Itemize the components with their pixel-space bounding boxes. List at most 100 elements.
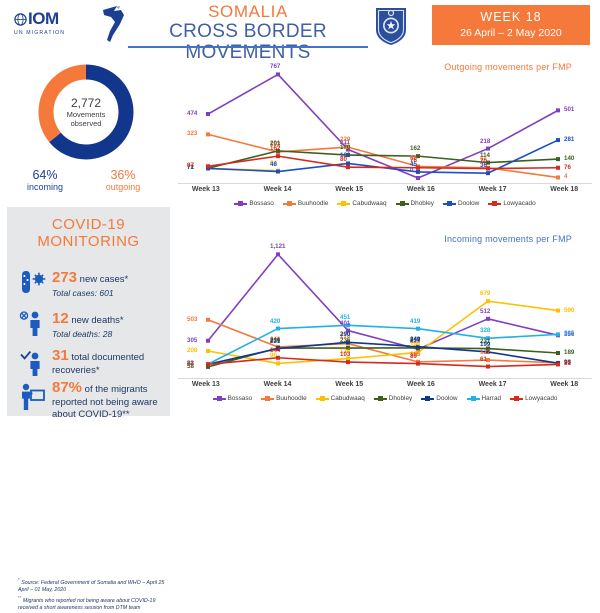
data-point	[556, 332, 560, 336]
legend-marker	[425, 396, 430, 401]
iom-subtitle: UN MIGRATION	[14, 30, 96, 36]
series-line	[208, 134, 278, 152]
legend-swatch	[488, 203, 501, 205]
legend-marker	[341, 201, 346, 206]
new-cases-unit: new cases*	[77, 274, 128, 285]
legend-label: Buuhoodle	[298, 200, 329, 207]
series-line	[348, 167, 418, 168]
data-label: 451	[340, 314, 350, 321]
donut-caption-2: observed	[71, 119, 102, 128]
title-divider	[128, 46, 368, 48]
donut-total: 2,772	[71, 97, 101, 110]
legend-swatch	[283, 203, 296, 205]
outgoing-plot-svg	[170, 52, 600, 222]
legend-label: Harrad	[482, 395, 502, 402]
test-tube-virus-icon	[16, 269, 50, 301]
data-point	[276, 72, 280, 76]
data-label: 80	[340, 156, 347, 163]
covid-stat-text: 12 new deaths* Total deaths: 28	[50, 310, 124, 340]
legend-swatch	[443, 203, 456, 205]
x-axis-tick-label: Week 15	[313, 186, 385, 193]
data-label: 501	[564, 106, 574, 113]
x-axis-tick-label: Week 15	[313, 381, 385, 388]
data-label: 162	[270, 145, 280, 152]
legend-item[interactable]: Lowyacado	[488, 200, 535, 207]
series-line	[488, 168, 558, 178]
legend-label: Dhobley	[411, 200, 434, 207]
series-line	[488, 334, 558, 338]
new-deaths-number: 12	[52, 310, 69, 327]
incoming-label: incoming	[14, 182, 76, 193]
legend-item[interactable]: Lowyacado	[510, 395, 557, 402]
movements-donut-chart: 2,772 Movements observed	[34, 60, 138, 164]
x-axis-tick-label: Week 14	[242, 381, 314, 388]
legend-item[interactable]: Cabudwaaq	[337, 200, 386, 207]
legend-marker	[471, 396, 476, 401]
data-point	[206, 318, 210, 322]
data-label: 82	[187, 360, 194, 367]
legend-item[interactable]: Cabudwaaq	[316, 395, 365, 402]
iom-logo-text: IOM	[14, 10, 96, 29]
legend-item[interactable]: Harrad	[467, 395, 502, 402]
legend-marker	[514, 396, 519, 401]
covid-footnotes: * Source: Federal Government of Somalia …	[18, 576, 174, 613]
outgoing-legend: Bossaso Buuhoodle Cabudwaaq Dhobley Doolow Lo…	[170, 200, 600, 207]
incoming-percent: 64%	[14, 168, 76, 182]
legend-item[interactable]: Dhobley	[374, 395, 412, 402]
series-line	[418, 301, 488, 352]
donut-center-label: 2,772 Movements observed	[34, 60, 138, 164]
data-label: 70	[480, 158, 487, 165]
incoming-stat: 64% incoming	[14, 168, 76, 193]
series-line	[488, 319, 558, 336]
data-point	[276, 154, 280, 158]
data-label: 208	[187, 347, 197, 354]
legend-marker	[265, 396, 270, 401]
legend-label: Buuhoodle	[276, 395, 307, 402]
awareness-number: 87%	[52, 379, 82, 396]
x-axis-tick-label: Week 16	[385, 381, 457, 388]
data-point	[206, 112, 210, 116]
data-label: 4	[564, 173, 567, 180]
series-line	[278, 151, 348, 155]
data-label: 590	[564, 307, 574, 314]
covid-title-line1: COVID-19	[7, 216, 170, 233]
recoveries-number: 31	[52, 347, 69, 364]
incoming-legend: Bossaso Buuhoodle Cabudwaaq Dhobley Doolow Ha…	[170, 395, 600, 402]
data-label: 162	[410, 145, 420, 152]
series-line	[418, 360, 488, 362]
person-check-icon	[16, 350, 50, 382]
series-line	[418, 329, 488, 339]
legend-item[interactable]: Doolow	[421, 395, 457, 402]
x-axis-tick-label: Week 18	[528, 186, 600, 193]
outgoing-percent: 36%	[92, 168, 154, 182]
new-deaths-unit: new deaths*	[69, 315, 124, 326]
covid-title-line2: MONITORING	[7, 233, 170, 250]
legend-item[interactable]: Bossaso	[234, 200, 274, 207]
data-point	[416, 362, 420, 366]
data-label: 103	[340, 351, 350, 358]
outgoing-label: outgoing	[92, 182, 154, 193]
legend-label: Dhobley	[389, 395, 412, 402]
data-point	[276, 361, 280, 365]
legend-item[interactable]: Bossaso	[213, 395, 253, 402]
legend-item[interactable]: Doolow	[443, 200, 479, 207]
legend-label: Bossaso	[249, 200, 274, 207]
series-line	[208, 151, 278, 168]
legend-item[interactable]: Dhobley	[396, 200, 434, 207]
data-point	[556, 351, 560, 355]
data-label: 48	[270, 161, 277, 168]
data-point	[346, 360, 350, 364]
legend-label: Lowyacado	[503, 200, 535, 207]
data-label: 420	[270, 318, 280, 325]
legend-item[interactable]: Buuhoodle	[283, 200, 329, 207]
series-line	[488, 168, 558, 169]
left-column: 2,772 Movements observed 64% incoming 36…	[0, 52, 170, 416]
data-point	[206, 132, 210, 136]
legend-item[interactable]: Buuhoodle	[261, 395, 307, 402]
data-point	[556, 157, 560, 161]
footnote-source: * Source: Federal Government of Somalia …	[18, 576, 174, 594]
legend-swatch	[374, 398, 387, 400]
data-label: 76	[564, 164, 571, 171]
